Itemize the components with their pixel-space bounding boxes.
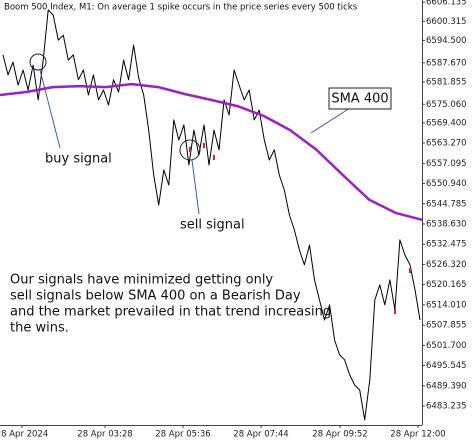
x-tick-label: 28 Apr 09:52 bbox=[312, 430, 367, 440]
note-line: Our signals have minimized getting only bbox=[10, 273, 273, 288]
annotation: buy signal bbox=[45, 152, 112, 167]
y-tick-label: 6526.320 bbox=[426, 260, 467, 270]
y-tick-label: 6569.400 bbox=[426, 118, 467, 128]
y-tick-label: 6587.670 bbox=[426, 58, 467, 68]
note-line: the wins. bbox=[10, 321, 69, 336]
y-tick-label: 6575.060 bbox=[426, 100, 467, 110]
x-tick-label: 28 Apr 03:28 bbox=[77, 430, 132, 440]
sma-line bbox=[0, 82, 423, 222]
y-tick-label: 6495.545 bbox=[426, 361, 467, 371]
x-tick-label: 28 Apr 2024 bbox=[0, 430, 48, 440]
signal-marker bbox=[409, 268, 411, 273]
y-tick-label: 6538.630 bbox=[426, 219, 467, 229]
signal-marker bbox=[189, 147, 191, 152]
x-tick-label: 28 Apr 12:00 bbox=[390, 430, 445, 440]
y-tick-label: 6581.855 bbox=[426, 77, 467, 87]
x-tick-label: 28 Apr 07:44 bbox=[233, 430, 288, 440]
y-tick-label: 6557.095 bbox=[426, 159, 467, 169]
sell-pointer bbox=[191, 159, 200, 215]
price-line bbox=[2, 9, 421, 421]
signal-marker bbox=[213, 155, 215, 160]
y-tick-label: 6544.785 bbox=[426, 199, 467, 209]
signal-marker bbox=[203, 143, 205, 148]
signal-markers bbox=[189, 143, 411, 314]
buy-circle bbox=[29, 53, 47, 71]
signal-marker bbox=[394, 309, 396, 314]
y-tick-label: 6563.270 bbox=[426, 139, 467, 149]
y-tick-label: 6501.700 bbox=[426, 341, 467, 351]
legend-label: SMA 400 bbox=[331, 92, 388, 107]
y-tick-label: 6606.135 bbox=[426, 0, 467, 8]
y-tick-label: 6489.390 bbox=[426, 381, 467, 391]
sell-circle bbox=[179, 139, 201, 161]
y-tick-label: 6594.500 bbox=[426, 36, 467, 46]
note-line: sell signals below SMA 400 on a Bearish … bbox=[10, 289, 301, 304]
plot-area bbox=[0, 9, 423, 421]
note-line: and the market prevailed in that trend i… bbox=[10, 305, 331, 320]
x-tick-label: 28 Apr 05:36 bbox=[155, 430, 210, 440]
y-tick-label: 6532.475 bbox=[426, 240, 467, 250]
annotation: sell signal bbox=[180, 218, 245, 233]
legend-box bbox=[328, 87, 392, 110]
y-tick-label: 6514.010 bbox=[426, 300, 467, 310]
chart-title: Boom 500 Index, M1: On average 1 spike o… bbox=[4, 3, 358, 13]
y-tick-label: 6483.235 bbox=[426, 401, 467, 411]
buy-pointer bbox=[39, 69, 61, 149]
y-tick-label: 6507.855 bbox=[426, 321, 467, 331]
sma-pointer bbox=[310, 107, 351, 134]
y-tick-label: 6550.940 bbox=[426, 179, 467, 189]
y-tick-label: 6600.315 bbox=[426, 17, 467, 27]
y-tick-label: 6520.165 bbox=[426, 280, 467, 290]
